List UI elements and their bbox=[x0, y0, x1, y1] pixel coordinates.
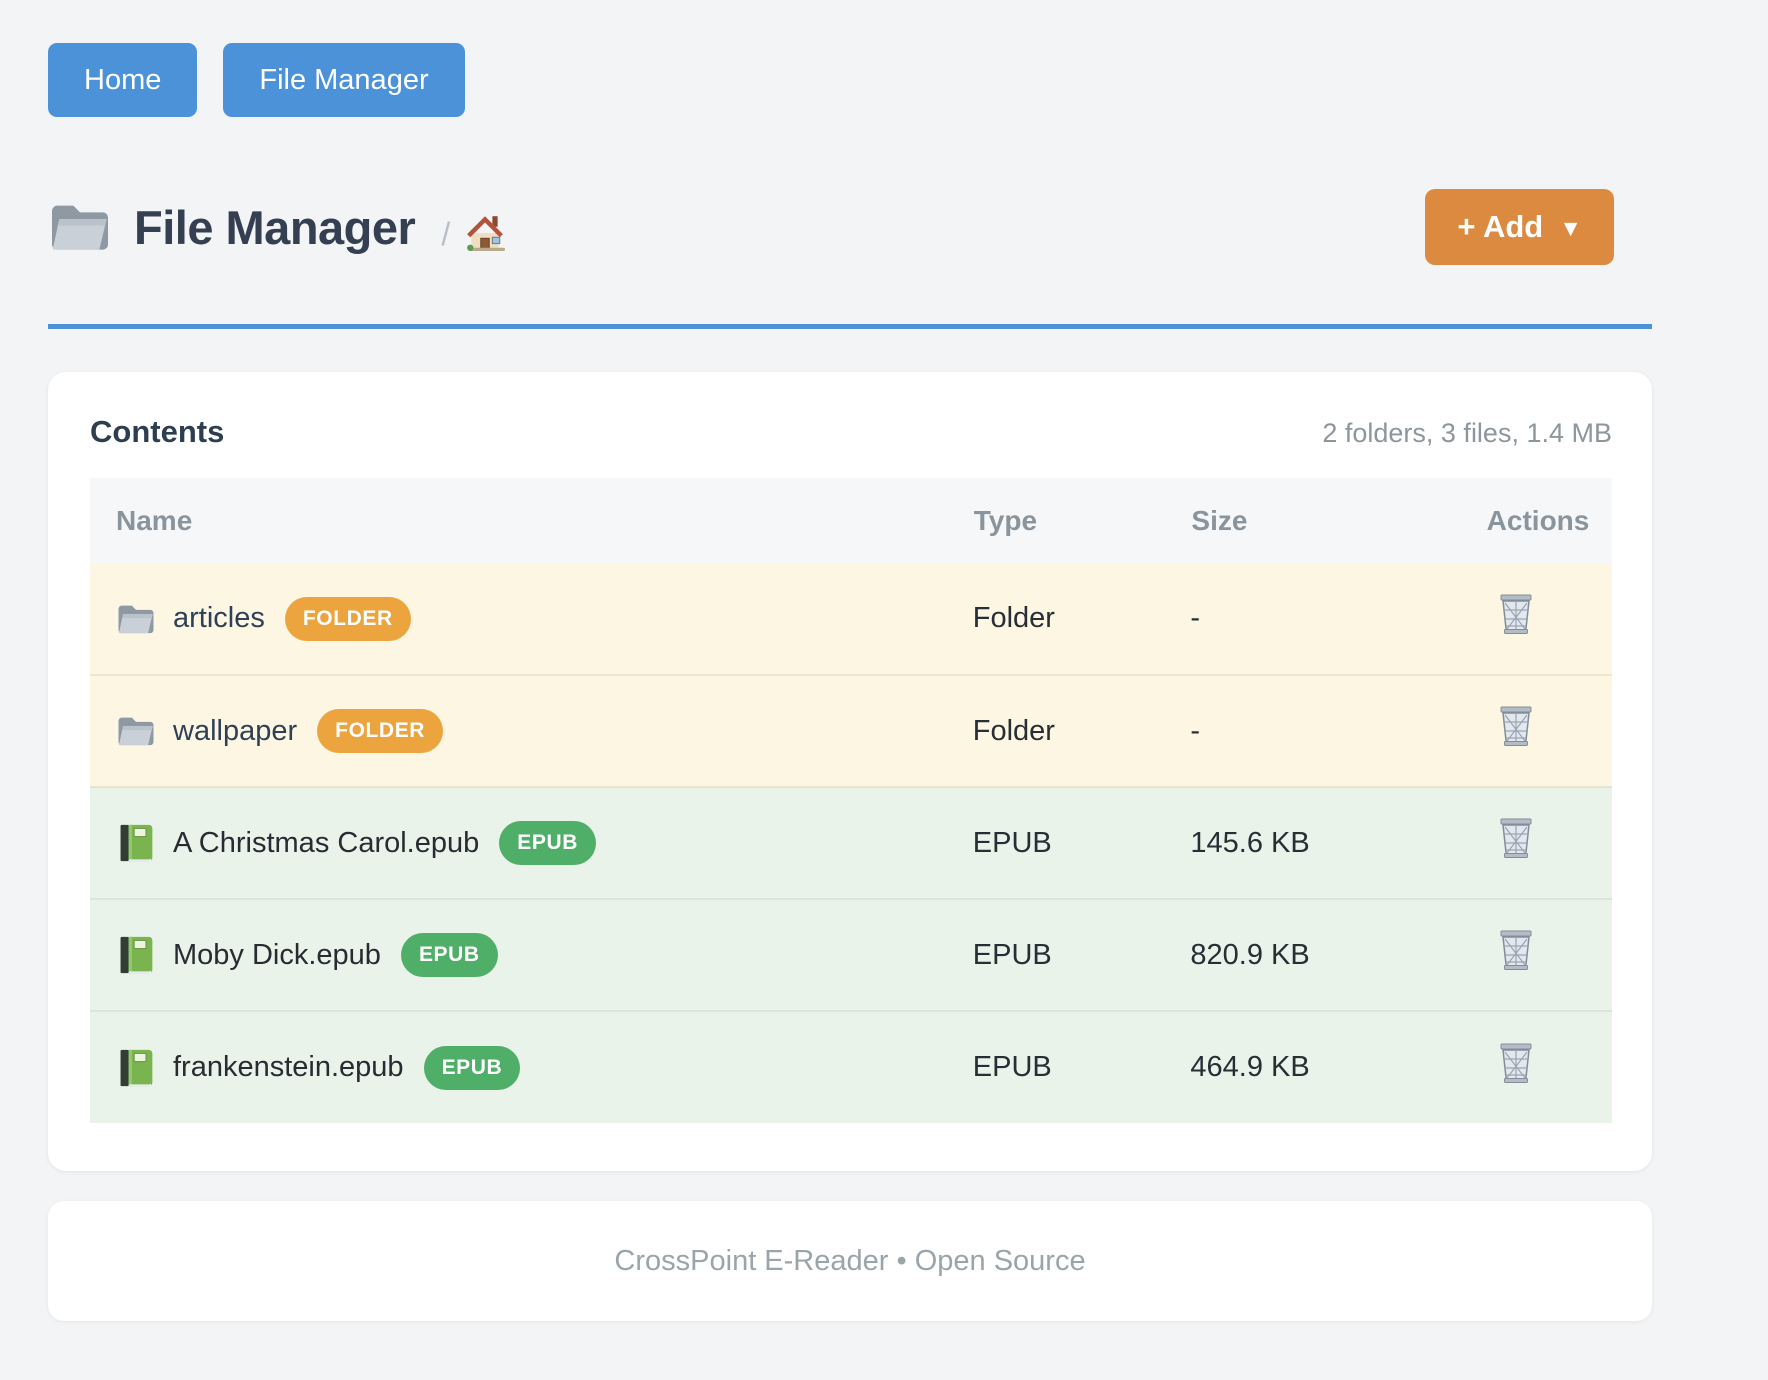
type-cell: EPUB bbox=[972, 898, 1191, 1011]
contents-summary: 2 folders, 3 files, 1.4 MB bbox=[1322, 418, 1612, 448]
add-button[interactable]: + Add ▼ bbox=[1425, 189, 1614, 265]
type-cell: EPUB bbox=[972, 1010, 1191, 1123]
breadcrumb-separator: / bbox=[441, 215, 451, 252]
table-row[interactable]: articles FOLDER Folder - bbox=[90, 563, 1612, 675]
contents-card-header: Contents 2 folders, 3 files, 1.4 MB bbox=[90, 414, 1612, 450]
contents-card: Contents 2 folders, 3 files, 1.4 MB Name… bbox=[48, 372, 1652, 1171]
table-row[interactable]: A Christmas Carol.epub EPUB EPUB 145.6 K… bbox=[90, 786, 1612, 899]
name-cell: A Christmas Carol.epub EPUB bbox=[90, 821, 973, 865]
folder-icon bbox=[118, 605, 154, 633]
footer-card: CrossPoint E-Reader • Open Source bbox=[48, 1201, 1652, 1321]
house-icon[interactable] bbox=[464, 212, 506, 252]
column-header-size: Size bbox=[1190, 478, 1486, 563]
wastebasket-icon bbox=[1499, 930, 1532, 971]
home-button[interactable]: Home bbox=[48, 43, 198, 117]
green-book-icon bbox=[120, 936, 153, 974]
wastebasket-icon bbox=[1499, 818, 1532, 859]
type-badge: EPUB bbox=[423, 1045, 521, 1090]
files-table: Name Type Size Actions articles FOLDER F… bbox=[90, 478, 1612, 1123]
type-badge: FOLDER bbox=[284, 596, 411, 641]
file-name: wallpaper bbox=[173, 714, 298, 747]
name-cell: wallpaper FOLDER bbox=[90, 709, 973, 753]
breadcrumb-nav: Home File Manager bbox=[48, 0, 1652, 117]
column-header-type: Type bbox=[972, 478, 1191, 563]
delete-button[interactable] bbox=[1498, 705, 1534, 749]
name-cell: frankenstein.epub EPUB bbox=[90, 1045, 973, 1090]
type-badge: EPUB bbox=[499, 821, 596, 865]
size-cell: 820.9 KB bbox=[1190, 898, 1486, 1011]
size-cell: 464.9 KB bbox=[1190, 1010, 1486, 1123]
size-cell: - bbox=[1190, 563, 1486, 675]
type-badge: EPUB bbox=[400, 933, 498, 977]
footer-text: CrossPoint E-Reader • Open Source bbox=[614, 1244, 1086, 1277]
file-name: articles bbox=[173, 602, 265, 634]
page-container: Home File Manager File Manager / + Add ▼… bbox=[48, 0, 1652, 1321]
add-button-label: + Add bbox=[1457, 209, 1544, 244]
table-row[interactable]: wallpaper FOLDER Folder - bbox=[90, 674, 1612, 787]
title-group: File Manager / bbox=[48, 199, 506, 255]
table-row[interactable]: frankenstein.epub EPUB EPUB 464.9 KB bbox=[90, 1010, 1612, 1123]
delete-button[interactable] bbox=[1498, 817, 1534, 861]
delete-button[interactable] bbox=[1498, 593, 1534, 637]
column-header-name: Name bbox=[90, 478, 973, 563]
delete-button[interactable] bbox=[1498, 1042, 1534, 1086]
wastebasket-icon bbox=[1499, 1042, 1532, 1083]
size-cell: 145.6 KB bbox=[1190, 786, 1486, 899]
file-name: Moby Dick.epub bbox=[173, 938, 381, 971]
file-name: A Christmas Carol.epub bbox=[173, 826, 480, 859]
folder-icon bbox=[118, 717, 154, 746]
file-manager-button[interactable]: File Manager bbox=[223, 43, 465, 117]
wastebasket-icon bbox=[1499, 706, 1532, 747]
green-book-icon bbox=[120, 824, 153, 862]
header-divider bbox=[48, 324, 1652, 329]
folder-icon bbox=[52, 205, 108, 250]
chevron-down-icon: ▼ bbox=[1559, 215, 1582, 241]
name-cell: articles FOLDER bbox=[90, 596, 973, 641]
files-table-head: Name Type Size Actions bbox=[90, 478, 1612, 563]
page-header: File Manager / + Add ▼ bbox=[48, 189, 1652, 265]
name-cell: Moby Dick.epub EPUB bbox=[90, 933, 973, 977]
page-title: File Manager bbox=[134, 200, 416, 254]
type-cell: EPUB bbox=[972, 786, 1191, 899]
contents-title: Contents bbox=[90, 414, 225, 449]
type-cell: Folder bbox=[972, 563, 1191, 675]
file-name: frankenstein.epub bbox=[173, 1051, 404, 1083]
type-cell: Folder bbox=[972, 674, 1191, 787]
delete-button[interactable] bbox=[1498, 929, 1534, 973]
column-header-actions: Actions bbox=[1485, 478, 1612, 563]
file-table-body: articles FOLDER Folder - wallpaper FOLDE… bbox=[90, 563, 1612, 1123]
green-book-icon bbox=[120, 1048, 153, 1087]
table-row[interactable]: Moby Dick.epub EPUB EPUB 820.9 KB bbox=[90, 898, 1612, 1011]
type-badge: FOLDER bbox=[317, 709, 444, 753]
size-cell: - bbox=[1190, 674, 1486, 787]
wastebasket-icon bbox=[1499, 593, 1532, 634]
